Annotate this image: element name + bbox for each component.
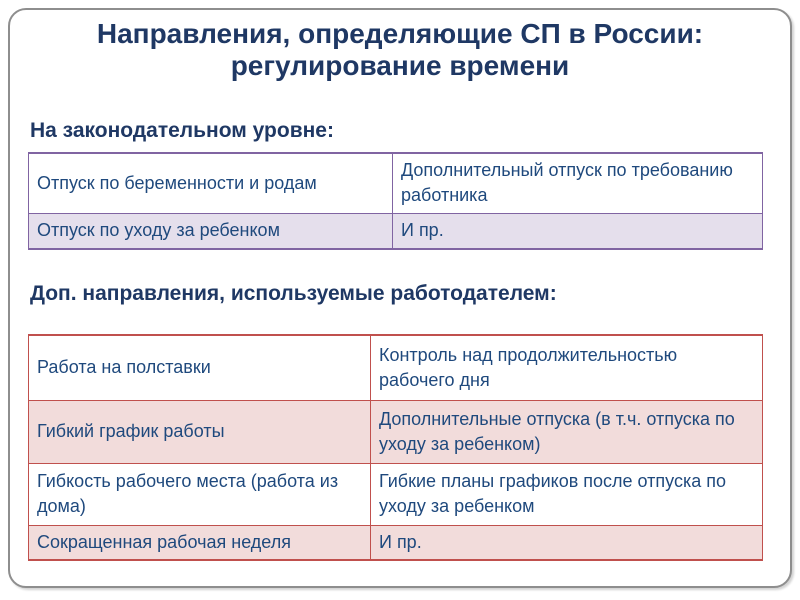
slide-title: Направления, определяющие СП в России: ре… <box>30 18 770 82</box>
employer-table: Работа на полставки Контроль над продолж… <box>28 334 763 561</box>
slide: Направления, определяющие СП в России: ре… <box>8 8 792 588</box>
section-heading-legislative: На законодательном уровне: <box>30 119 334 142</box>
table-cell: Гибкость рабочего места (работа из дома) <box>28 462 371 526</box>
table-row: Отпуск по беременности и родам Дополните… <box>28 152 763 214</box>
table-cell: Работа на полставки <box>28 334 371 401</box>
table-row: Работа на полставки Контроль над продолж… <box>28 334 763 401</box>
table-row: Сокращенная рабочая неделя И пр. <box>28 524 763 560</box>
table-row: Отпуск по уходу за ребенком И пр. <box>28 212 763 250</box>
table-row: Гибкость рабочего места (работа из дома)… <box>28 462 763 526</box>
table-row: Гибкий график работы Дополнительные отпу… <box>28 399 763 464</box>
slide-title-line2: регулирование времени <box>230 50 570 81</box>
table-cell: Дополнительный отпуск по требованию рабо… <box>392 152 763 214</box>
slide-title-line1: Направления, определяющие СП в России: <box>96 18 704 49</box>
legislative-table: Отпуск по беременности и родам Дополните… <box>28 152 763 250</box>
table-cell: Гибкий график работы <box>28 399 371 464</box>
table-cell: Отпуск по беременности и родам <box>28 152 393 214</box>
table-cell: Гибкие планы графиков после отпуска по у… <box>370 462 763 526</box>
table-cell: Отпуск по уходу за ребенком <box>28 212 393 250</box>
table-cell: Дополнительные отпуска (в т.ч. отпуска п… <box>370 399 763 464</box>
section-heading-employer: Доп. направления, используемые работодат… <box>30 282 557 305</box>
table-cell: Контроль над продолжительностью рабочего… <box>370 334 763 401</box>
table-cell: Сокращенная рабочая неделя <box>28 524 371 560</box>
table-cell: И пр. <box>392 212 763 250</box>
table-cell: И пр. <box>370 524 763 560</box>
